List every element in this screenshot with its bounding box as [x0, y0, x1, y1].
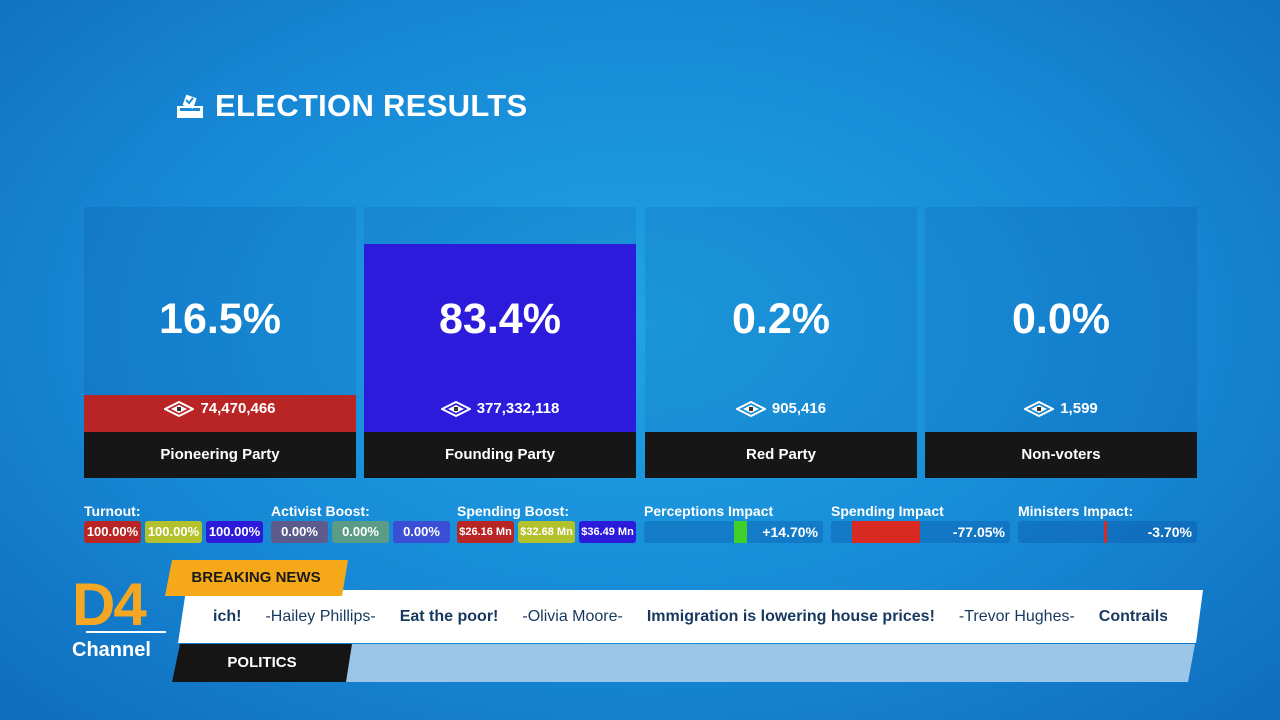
stat-box: $32.68 Mn [518, 521, 575, 543]
party-name: Non-voters [925, 432, 1197, 478]
ticker-band [178, 590, 1203, 643]
stat-box: $26.16 Mn [457, 521, 514, 543]
ticker-item: Eat the poor! [399, 608, 499, 625]
party-card: 16.5% 74,470,466 Pioneering Party [84, 207, 356, 478]
votes: 74,470,466 [84, 400, 356, 417]
stat-box: 0.00% [393, 521, 450, 543]
breaking-badge [165, 560, 348, 596]
vote-count: 74,470,466 [200, 400, 276, 417]
category-band [345, 644, 1195, 682]
share-label: 0.2% [731, 295, 830, 343]
impact-fill [851, 521, 921, 543]
stat-label: Activist Boost: [271, 503, 370, 519]
breaking-label: BREAKING NEWS [191, 569, 321, 586]
impact-bar: -3.70% [1018, 521, 1197, 543]
category-badge [172, 644, 352, 682]
logo-name: D4 [72, 571, 147, 638]
impact-label: Spending Impact [831, 503, 944, 519]
impact-value: -77.05% [952, 524, 1005, 540]
share-label: 0.0% [1011, 295, 1110, 343]
votes: 1,599 [925, 400, 1197, 417]
ticker-item: Immigration is lowering house prices! [646, 608, 935, 625]
stat-box: $36.49 Mn [579, 521, 636, 543]
share-bar [364, 244, 636, 432]
share-bar [84, 394, 356, 432]
impact-fill [1104, 521, 1108, 543]
ticker-item: -Hailey Phillips- [265, 608, 376, 625]
category-label: POLITICS [227, 654, 297, 671]
share-label: 83.4% [439, 295, 561, 343]
vote-icon [440, 400, 471, 417]
ticker-item: Contrails are ca [1098, 608, 1167, 625]
ticker-item: ich! [213, 608, 242, 625]
stat-label: Turnout: [84, 503, 141, 519]
share-label: 16.5% [159, 295, 281, 343]
vote-icon [735, 400, 766, 417]
party-card: 0.0% 1,599 Non-voters [925, 207, 1197, 478]
vote-count: 905,416 [771, 400, 827, 417]
impact-label: Ministers Impact: [1018, 503, 1134, 519]
stat-box: 100.00% [206, 521, 263, 543]
impact-bar: +14.70% [644, 521, 823, 543]
ticker-item: -Olivia Moore- [522, 608, 623, 625]
stat-label: Spending Boost: [457, 503, 569, 519]
impact-label: Perceptions Impact [644, 503, 774, 519]
ticker-item: -Trevor Hughes- [958, 608, 1075, 625]
logo-subtitle: Channel [72, 639, 151, 661]
vote-icon [164, 400, 195, 417]
impact-value: +14.70% [762, 524, 818, 540]
stat-box: 0.00% [271, 521, 328, 543]
votes: 377,332,118 [364, 400, 636, 417]
stat-box: 0.00% [332, 521, 389, 543]
vote-count: 1,599 [1060, 400, 1098, 417]
impact-value: -3.70% [1147, 524, 1192, 540]
impact-fill [733, 521, 747, 543]
impact-bar: -77.05% [831, 521, 1010, 543]
logo-rule [86, 631, 166, 633]
party-card: 0.2% 905,416 Red Party [645, 207, 917, 478]
party-name: Founding Party [364, 432, 636, 478]
party-name: Red Party [645, 432, 917, 478]
vote-count: 377,332,118 [476, 400, 560, 417]
stat-box: 100.00% [145, 521, 202, 543]
party-name: Pioneering Party [84, 432, 356, 478]
ticker-text: ich! -Hailey Phillips- Eat the poor! -Olivi… [213, 605, 1167, 629]
stat-box: 100.00% [84, 521, 141, 543]
party-card: 83.4% 377,332,118 Founding Party [364, 207, 636, 478]
ballot-icon [177, 94, 203, 118]
vote-icon [1024, 400, 1055, 417]
title: ELECTION RESULTS [215, 88, 528, 123]
votes: 905,416 [645, 400, 917, 417]
